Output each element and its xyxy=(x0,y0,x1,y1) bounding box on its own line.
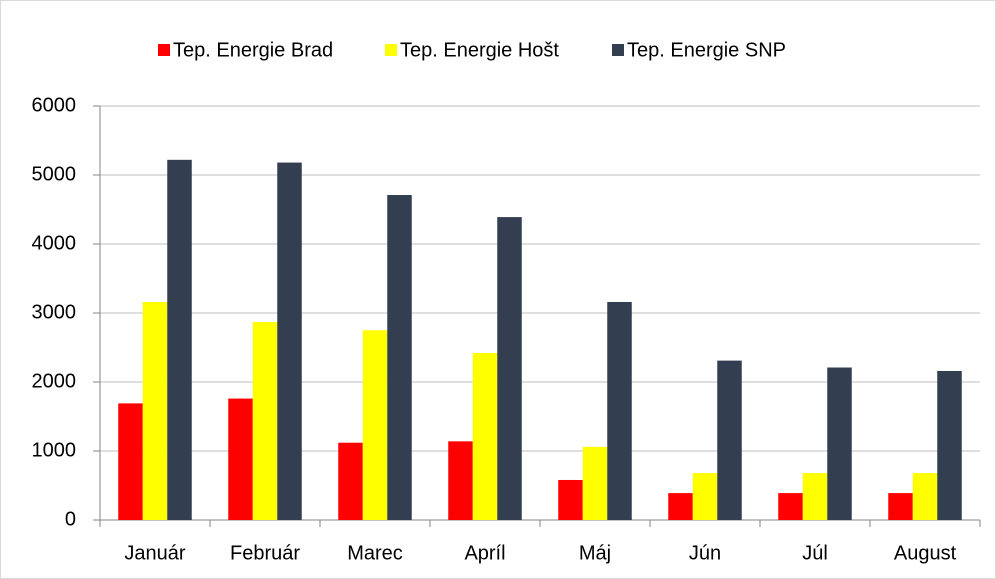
x-tick-label: August xyxy=(894,542,957,564)
bar xyxy=(362,330,388,520)
legend-swatch xyxy=(612,44,624,56)
bar xyxy=(142,301,168,520)
bar xyxy=(912,473,938,520)
legend-label: Tep. Energie Brad xyxy=(173,39,333,61)
y-tick-label: 6000 xyxy=(32,94,77,116)
bar xyxy=(692,473,718,520)
x-tick-label: Jún xyxy=(689,542,721,564)
x-tick-label: Február xyxy=(230,542,300,564)
x-tick-label: Júl xyxy=(802,542,828,564)
x-tick-label: Máj xyxy=(579,542,611,564)
bar xyxy=(558,479,583,520)
bar xyxy=(888,493,913,520)
y-tick-label: 3000 xyxy=(32,301,77,323)
y-tick-label: 5000 xyxy=(32,163,77,185)
bar xyxy=(668,493,693,520)
bar xyxy=(802,473,828,520)
bar xyxy=(472,353,498,520)
y-tick-label: 0 xyxy=(65,508,76,530)
bar xyxy=(448,441,473,520)
legend-label: Tep. Energie Hošt xyxy=(400,39,559,61)
bar xyxy=(118,403,143,520)
x-tick-label: Apríl xyxy=(464,542,505,564)
bar xyxy=(387,195,412,520)
bar xyxy=(228,398,253,520)
y-tick-label: 2000 xyxy=(32,370,77,392)
legend-label: Tep. Energie SNP xyxy=(627,39,786,61)
bar xyxy=(277,162,302,520)
bar xyxy=(827,367,852,520)
x-tick-label: Január xyxy=(124,542,185,564)
y-tick-label: 1000 xyxy=(32,439,77,461)
bar xyxy=(167,159,192,520)
bar xyxy=(778,493,803,520)
bar xyxy=(937,370,962,520)
bar xyxy=(607,301,632,520)
bar xyxy=(338,442,363,520)
bar xyxy=(717,360,742,520)
legend-swatch xyxy=(385,44,397,56)
bar xyxy=(497,217,522,520)
y-tick-label: 4000 xyxy=(32,232,77,254)
x-tick-label: Marec xyxy=(347,542,403,564)
legend-swatch xyxy=(158,44,170,56)
bar xyxy=(582,446,608,520)
bar xyxy=(252,321,278,520)
